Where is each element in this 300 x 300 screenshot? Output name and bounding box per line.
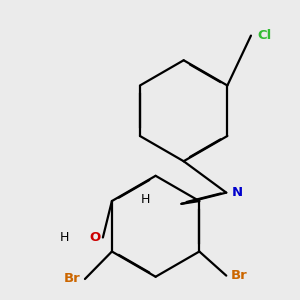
Text: Cl: Cl: [257, 29, 272, 42]
Text: O: O: [89, 231, 101, 244]
Text: N: N: [231, 186, 242, 199]
Text: H: H: [141, 193, 150, 206]
Text: Br: Br: [230, 269, 247, 282]
Text: Br: Br: [64, 272, 81, 286]
Text: H: H: [60, 231, 69, 244]
